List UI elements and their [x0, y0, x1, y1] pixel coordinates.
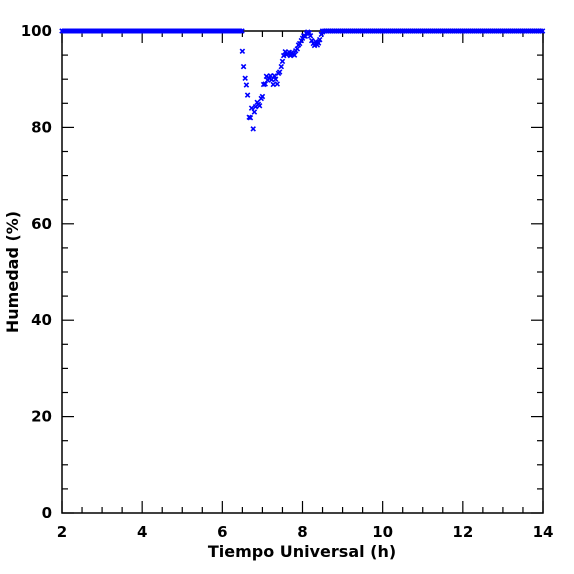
data-point	[251, 109, 258, 115]
data-point	[306, 30, 313, 36]
data-point	[239, 48, 246, 55]
y-tick-labels: 0 20 40 60 80 100	[21, 22, 52, 522]
data-point	[307, 33, 314, 39]
data-point	[319, 29, 326, 35]
saturated-point	[239, 28, 245, 34]
data-point	[315, 40, 322, 46]
data-point	[271, 73, 278, 79]
data-point	[308, 37, 315, 44]
y-tick-label: 100	[21, 22, 52, 40]
x-tick-label: 2	[57, 523, 67, 541]
y-tick-label: 80	[31, 118, 52, 136]
data-point	[287, 52, 294, 59]
x-tick-label: 12	[452, 523, 473, 541]
data-point	[279, 58, 286, 65]
y-tick-label: 0	[42, 504, 52, 522]
data-point	[259, 93, 266, 100]
data-point	[291, 52, 298, 58]
data-point	[247, 114, 254, 121]
plot-frame	[61, 30, 544, 514]
y-axis-title: Humedad (%)	[3, 211, 22, 333]
data-point	[296, 40, 303, 47]
data-point	[274, 81, 281, 87]
data-point	[278, 63, 285, 70]
data-point	[244, 92, 251, 98]
data-point	[270, 81, 277, 88]
data-point	[316, 36, 323, 43]
data-point	[240, 63, 247, 70]
data-point	[250, 126, 256, 132]
x-tick-label: 6	[217, 523, 227, 541]
data-point	[302, 33, 309, 40]
axis-ticks	[61, 30, 544, 514]
humidity-series	[59, 28, 546, 132]
x-tick-label: 10	[372, 523, 393, 541]
saturated-point	[539, 28, 546, 34]
data-point	[243, 82, 250, 88]
data-point	[312, 38, 319, 45]
x-tick-label: 14	[533, 523, 554, 541]
y-tick-label: 60	[31, 215, 52, 233]
data-point	[272, 76, 279, 82]
data-point	[256, 102, 263, 109]
x-axis-title: Tiempo Universal (h)	[208, 542, 396, 561]
data-point	[276, 69, 283, 75]
y-tick-label: 20	[31, 408, 52, 426]
data-point	[294, 46, 301, 52]
data-point	[242, 75, 248, 82]
data-point	[262, 81, 268, 87]
x-tick-label: 8	[297, 523, 307, 541]
x-tick-labels: 2 4 6 8 10 12 14	[57, 523, 554, 541]
x-tick-label: 4	[137, 523, 147, 541]
y-tick-label: 40	[31, 311, 52, 329]
